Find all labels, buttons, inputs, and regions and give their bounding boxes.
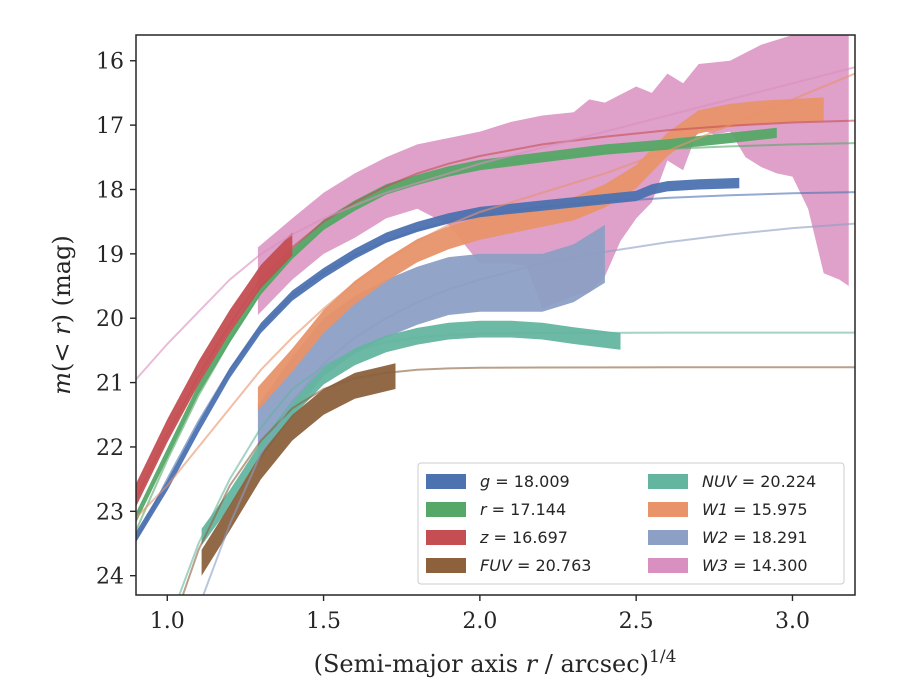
band-nuv <box>201 320 621 546</box>
legend-swatch-w3 <box>648 558 688 573</box>
fit-line-fuv <box>181 366 855 595</box>
legend-label-z: z = 16.697 <box>479 528 568 547</box>
y-axis: 16 17 18 19 20 21 22 23 24 <box>96 50 136 590</box>
x-tick-label: 2.0 <box>462 609 497 634</box>
x-axis: 1.0 1.5 2.0 2.5 3.0 <box>150 595 810 634</box>
legend-label-w1: W1 = 15.975 <box>702 500 808 519</box>
band-w2 <box>257 224 605 463</box>
plot-frame <box>135 34 856 596</box>
legend-swatch-z <box>426 530 466 545</box>
legend-swatch-fuv <box>426 558 466 573</box>
y-tick-label: 20 <box>96 307 124 332</box>
legend-label-w3: W3 = 14.300 <box>702 556 808 575</box>
x-tick-label: 1.5 <box>306 609 341 634</box>
y-tick-label: 21 <box>96 372 124 397</box>
legend-swatch-g <box>426 474 466 489</box>
fit-curves <box>136 66 855 595</box>
legend-label-r: r = 17.144 <box>480 500 566 519</box>
x-tick-label: 3.0 <box>775 609 810 634</box>
band-w3 <box>257 35 849 315</box>
data-bands <box>136 35 849 576</box>
fit-line-w1 <box>136 72 855 519</box>
legend-label-g: g = 18.009 <box>480 472 570 491</box>
legend-swatch-w1 <box>648 502 688 517</box>
legend-frame <box>417 462 845 585</box>
fit-line-nuv <box>178 331 855 595</box>
y-tick-label: 23 <box>96 500 124 525</box>
y-tick-label: 17 <box>96 114 124 139</box>
y-tick-label: 18 <box>96 178 124 203</box>
fit-line-z <box>136 119 855 499</box>
legend: g = 18.009 r = 17.144 z = 16.697 FUV = 20.7… <box>417 462 845 585</box>
legend-swatch-nuv <box>648 474 688 489</box>
y-tick-label: 19 <box>96 243 124 268</box>
band-fuv <box>201 363 396 576</box>
y-tick-label: 16 <box>96 50 124 75</box>
band-z <box>136 232 293 507</box>
legend-swatch-w2 <box>648 530 688 545</box>
y-tick-label: 24 <box>96 565 124 590</box>
legend-swatch-r <box>426 502 466 517</box>
legend-label-w2: W2 = 18.291 <box>702 528 808 547</box>
x-tick-label: 1.0 <box>150 609 185 634</box>
fit-line-g <box>136 191 855 541</box>
fit-line-w3 <box>136 66 855 381</box>
fit-line-w2 <box>202 222 855 595</box>
x-axis-label: (Semi-major axis r / arcsec)1/4 <box>314 647 677 678</box>
x-tick-label: 2.5 <box>619 609 654 634</box>
legend-label-fuv: FUV = 20.763 <box>480 556 591 575</box>
y-tick-label: 22 <box>96 436 124 461</box>
legend-label-nuv: NUV = 20.224 <box>702 472 816 491</box>
y-axis-label: m(< r) (mag) <box>48 235 76 395</box>
